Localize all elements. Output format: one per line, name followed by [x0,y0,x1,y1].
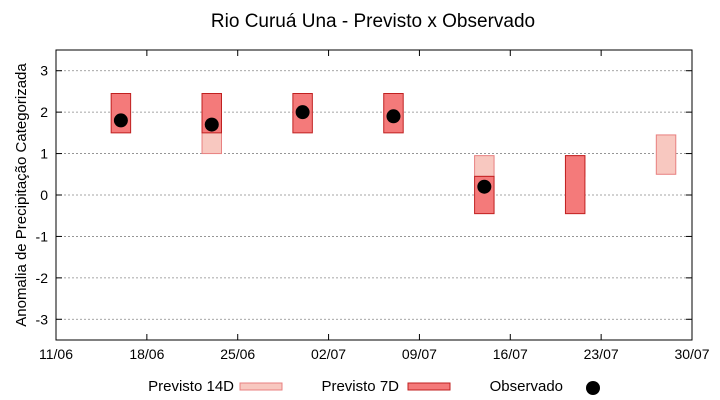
point-observado [204,117,219,132]
x-tick-label: 02/07 [311,346,346,362]
legend-label-observado: Observado [490,378,563,395]
bar-previsto-7d [564,155,586,215]
x-tick-label: 25/06 [220,346,255,362]
y-tick-label: 1 [40,146,48,162]
grid [56,70,692,320]
chart-title: Rio Curuá Una - Previsto x Observado [211,11,535,32]
legend: Previsto 14D Previsto 7D Observado [148,378,600,395]
bar-previsto-14d [655,134,677,175]
x-tick-label: 30/07 [674,346,709,362]
observed-points [113,105,492,194]
x-tick-label: 11/06 [39,346,73,362]
y-tick-label: 2 [40,104,48,120]
legend-label-previsto-14d: Previsto 14D [148,378,234,395]
x-tick-label: 09/07 [402,346,437,362]
y-tick-label: -3 [36,311,49,327]
legend-swatch-observado [586,381,600,395]
y-tick-label: 0 [40,187,48,203]
legend-label-previsto-7d: Previsto 7D [321,378,399,395]
point-observado [477,179,492,194]
bar-previsto-14d [474,155,495,177]
point-observado [295,105,310,120]
y-axis-label: Anomalia de Precipitação Categorizada [13,63,30,327]
x-tick-label: 18/06 [129,346,164,362]
y-tick-label: 3 [40,63,48,79]
legend-swatch-previsto-14d [239,382,283,391]
plot-frame [55,49,693,341]
legend-swatch-previsto-7d [407,382,451,391]
x-axis: 11/06 18/06 25/06 02/07 09/07 16/07 23/07 30/07 [39,50,710,362]
y-axis: 3 2 1 0 -1 -2 -3 [36,63,692,327]
point-observado [386,109,401,124]
y-tick-label: -2 [36,270,49,286]
y-tick-label: -1 [36,228,49,244]
point-observado [113,113,128,128]
x-tick-label: 23/07 [584,346,619,362]
x-tick-label: 16/07 [493,346,528,362]
